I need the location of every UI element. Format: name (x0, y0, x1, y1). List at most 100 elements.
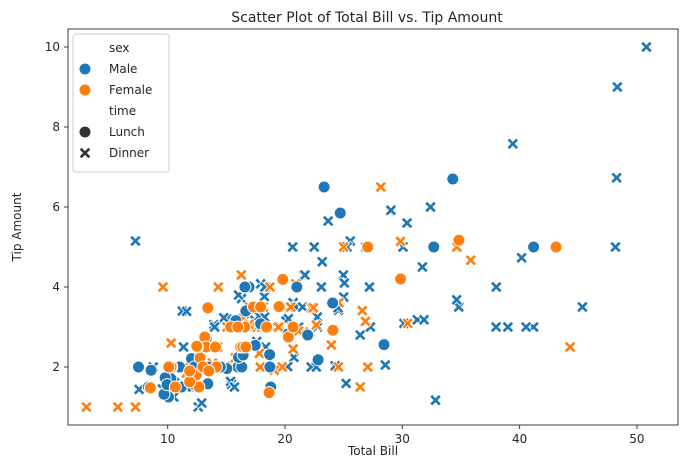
data-point-x (363, 280, 376, 294)
data-point-x (374, 180, 388, 194)
data-point-circle (208, 340, 222, 354)
data-point-x (286, 240, 300, 254)
data-point-x (353, 328, 367, 342)
plot-frame (67, 28, 679, 426)
x-tick-label: 50 (629, 432, 644, 446)
data-point-x (501, 320, 515, 334)
legend-marker-male (78, 62, 92, 76)
legend-marker-dinner (78, 146, 92, 160)
data-point-circle (183, 375, 197, 389)
legend: sex Male Female time Lunch Dinner (72, 33, 170, 173)
data-point-circle (452, 233, 466, 247)
data-point-x (164, 336, 178, 350)
y-tick-label: 2 (52, 360, 60, 374)
data-point-circle (326, 296, 340, 310)
data-point-circle (231, 320, 245, 334)
data-point-x (417, 313, 431, 327)
data-point-x (177, 340, 190, 354)
data-point-x (353, 380, 367, 394)
plot-area (80, 40, 653, 414)
data-point-x (286, 342, 300, 356)
data-point-circle (262, 386, 276, 400)
data-point-x (610, 80, 624, 94)
data-point-x (307, 301, 320, 315)
x-tick-label: 20 (277, 432, 292, 446)
data-point-circle (254, 300, 268, 314)
legend-label-male: Male (109, 62, 137, 76)
data-point-x (400, 216, 414, 230)
legend-marker-lunch (78, 125, 92, 139)
data-point-circle (361, 240, 375, 254)
y-tick-label: 4 (52, 280, 60, 294)
data-point-x (234, 268, 248, 282)
data-point-circle (132, 360, 146, 374)
data-point-circle (276, 272, 290, 286)
data-point-x (416, 260, 429, 274)
data-point-circle (183, 364, 197, 378)
data-point-x (228, 380, 241, 394)
data-point-circle (527, 240, 541, 254)
data-point-x (394, 235, 407, 248)
data-point-circle (272, 300, 286, 314)
x-tick-label: 30 (395, 432, 410, 446)
data-point-x (315, 255, 329, 269)
legend-marker-female (78, 83, 92, 97)
data-point-circle (263, 360, 277, 374)
data-point-circle (290, 280, 304, 294)
data-point-x (429, 393, 442, 407)
data-point-circle (446, 172, 460, 186)
legend-title: time (109, 104, 136, 118)
legend-title: sex (109, 41, 130, 55)
data-point-x (208, 320, 222, 334)
y-tick-label: 6 (52, 200, 60, 214)
legend-label-dinner: Dinner (109, 146, 149, 160)
data-point-circle (162, 360, 176, 374)
data-point-x (450, 293, 464, 307)
data-point-x (111, 400, 125, 414)
data-point-x (332, 360, 345, 374)
data-point-x (401, 317, 415, 330)
data-point-x (610, 171, 624, 185)
data-point-circle (168, 380, 182, 394)
data-point-circle (301, 328, 315, 342)
data-point-x (80, 400, 93, 414)
x-axis-label: Total Bill (347, 444, 398, 458)
data-point-circle (263, 348, 277, 362)
data-point-circle (317, 180, 331, 194)
data-point-x (609, 240, 622, 254)
data-point-x (307, 240, 321, 254)
data-point-x (321, 214, 335, 228)
data-point-circle (333, 206, 347, 220)
data-point-circle (286, 320, 300, 334)
data-point-circle (394, 272, 408, 286)
x-axis: 10 20 30 40 50 (160, 425, 645, 446)
data-point-circle (311, 353, 325, 367)
data-point-circle (549, 240, 563, 254)
data-point-x (129, 234, 142, 248)
data-point-x (378, 358, 392, 372)
data-point-x (180, 305, 193, 318)
data-point-circle (260, 320, 274, 334)
y-axis-label: Tip Amount (10, 192, 24, 262)
data-point-x (640, 40, 653, 54)
data-point-x (489, 320, 503, 334)
data-point-circle (427, 240, 441, 254)
data-point-circle (144, 363, 158, 377)
data-point-x (309, 318, 323, 332)
data-point-x (211, 280, 225, 294)
data-point-x (156, 280, 170, 294)
data-point-x (339, 377, 353, 390)
x-tick-label: 40 (512, 432, 527, 446)
data-point-circle (238, 280, 252, 294)
data-point-x (129, 400, 142, 414)
data-point-x (338, 276, 351, 290)
data-point-x (519, 320, 533, 334)
data-point-x (355, 304, 369, 317)
data-point-circle (143, 381, 157, 395)
legend-box (72, 33, 170, 173)
data-point-x (195, 396, 209, 410)
y-axis: 2 4 6 8 10 (45, 40, 68, 374)
data-point-x (263, 280, 277, 294)
data-point-x (489, 280, 503, 294)
